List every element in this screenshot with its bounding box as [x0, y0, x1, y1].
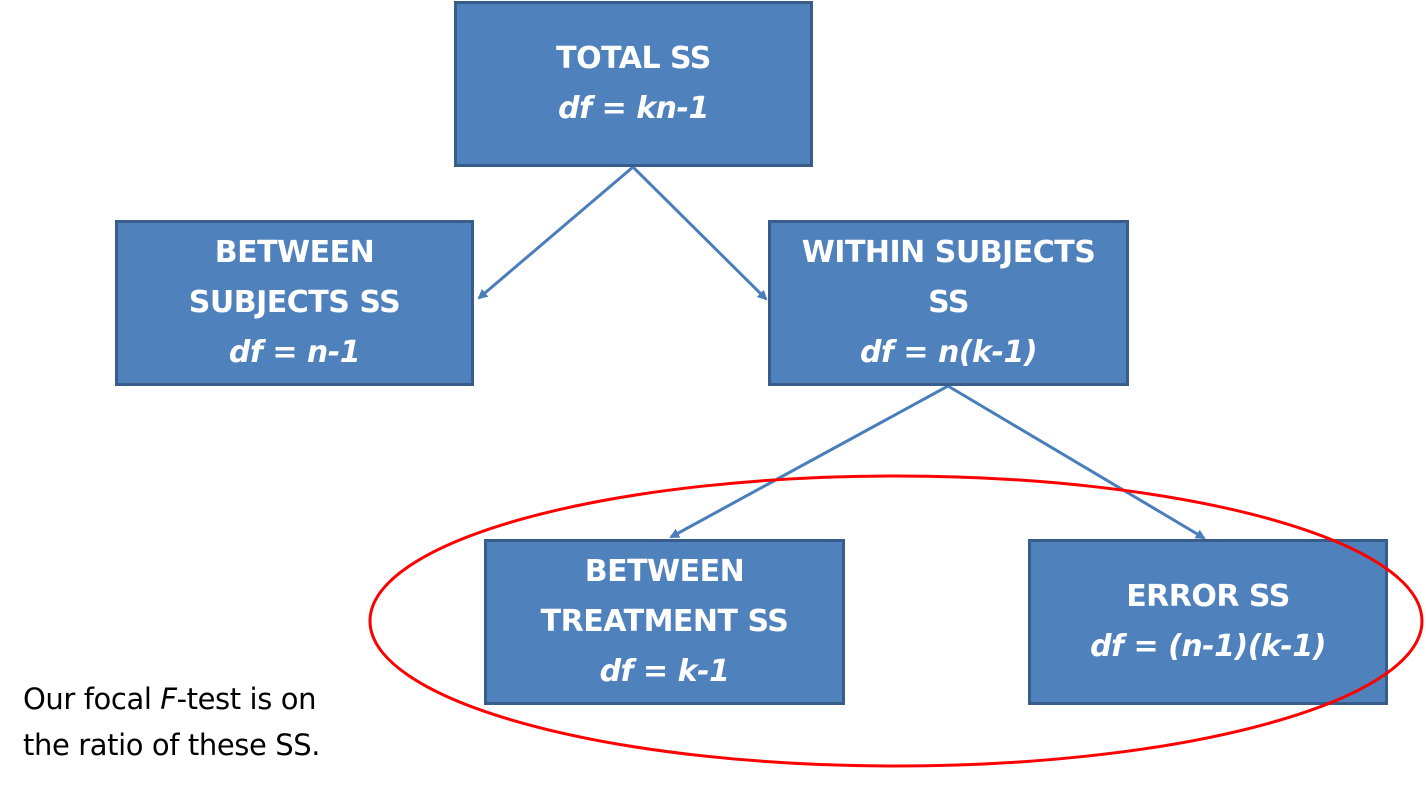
within-subjects-ss-box: WITHIN SUBJECTS SS df = n(k-1): [768, 220, 1129, 386]
focal-note-line1: Our focal F-test is on: [23, 676, 383, 722]
between-subjects-title-line2: SUBJECTS SS: [188, 285, 401, 320]
error-ss-title: ERROR SS: [1126, 579, 1290, 614]
focal-note-line2: the ratio of these SS.: [23, 728, 321, 762]
error-ss-box: ERROR SS df = (n-1)(k-1): [1028, 539, 1388, 705]
arrow-within-to-error: [947, 384, 1206, 540]
error-ss-df: df = (n-1)(k-1): [1090, 629, 1326, 664]
focal-note-line1-end: -test is on: [176, 682, 317, 716]
within-subjects-title-line2: SS: [928, 285, 969, 320]
total-ss-box: TOTAL SS df = kn-1: [454, 1, 813, 167]
within-subjects-title-line1: WITHIN SUBJECTS: [801, 235, 1096, 270]
focal-f-test-note: Our focal F-test is on the ratio of thes…: [23, 676, 383, 768]
focal-note-f-letter: F: [160, 682, 177, 716]
between-subjects-df: df = n-1: [228, 335, 361, 370]
between-treatment-title-line1: BETWEEN: [584, 554, 745, 589]
between-subjects-ss-box: BETWEEN SUBJECTS SS df = n-1: [115, 220, 474, 386]
arrow-total-to-within-subjects: [631, 165, 768, 301]
between-subjects-title-line1: BETWEEN: [214, 235, 375, 270]
arrow-total-to-between-subjects: [477, 165, 634, 300]
between-treatment-ss-box: BETWEEN TREATMENT SS df = k-1: [484, 539, 845, 705]
total-ss-title: TOTAL SS: [556, 41, 711, 76]
arrow-within-to-between-treatment: [669, 384, 949, 539]
total-ss-df: df = kn-1: [558, 91, 709, 126]
focal-note-line1-start: Our focal: [23, 682, 161, 716]
between-treatment-df: df = k-1: [599, 654, 730, 689]
within-subjects-df: df = n(k-1): [859, 335, 1038, 370]
between-treatment-title-line2: TREATMENT SS: [540, 604, 789, 639]
